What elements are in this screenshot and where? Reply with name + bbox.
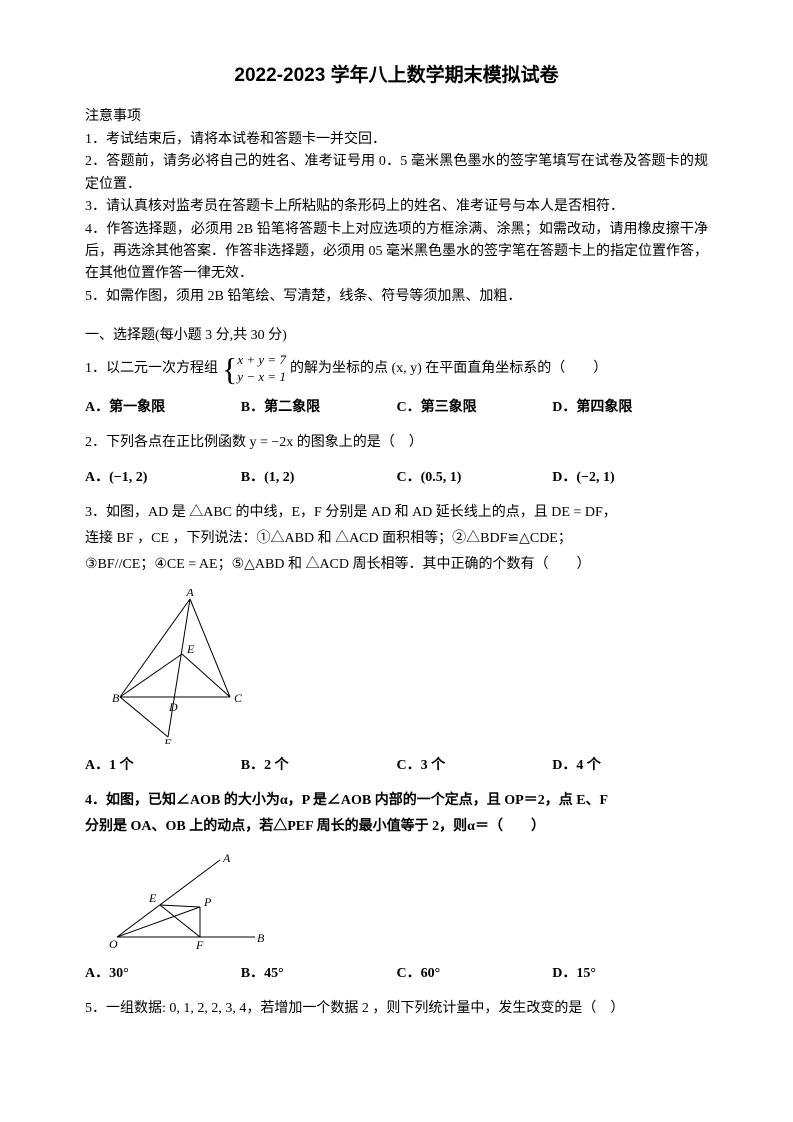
q3-opt-a: A．1 个 — [85, 754, 241, 774]
triangle-diagram-svg: A B C D E F — [105, 589, 245, 744]
q1-options: A．第一象限 B．第二象限 C．第三象限 D．第四象限 — [85, 396, 708, 416]
q1-opt-d: D．第四象限 — [552, 396, 708, 416]
svg-text:B: B — [257, 931, 265, 945]
q1-opt-b: B．第二象限 — [241, 396, 397, 416]
question-5: 5．一组数据: 0, 1, 2, 2, 3, 4，若增加一个数据 2 ，则下列统… — [85, 996, 708, 1022]
q4-line-2: 分别是 OA、OB 上的动点，若△PEF 周长的最小值等于 2，则α＝（ ） — [85, 814, 708, 840]
svg-text:A: A — [222, 852, 231, 865]
q4-line-1: 4．如图，已知∠AOB 的大小为α，P 是∠AOB 内部的一个定点，且 OP＝2… — [85, 788, 708, 814]
q2-opt-d: D．(−2, 1) — [552, 466, 708, 486]
q3-line-2: 连接 BF ，CE ，下列说法：①△ABD 和 △ACD 面积相等；②△BDF≌… — [85, 526, 708, 552]
question-2: 2．下列各点在正比例函数 y = −2x 的图象上的是（ ） — [85, 430, 708, 456]
q3-line-1: 3．如图，AD 是 △ABC 的中线，E，F 分别是 AD 和 AD 延长线上的… — [85, 500, 708, 526]
svg-text:C: C — [234, 691, 243, 705]
q1-suffix: 的解为坐标的点 (x, y) 在平面直角坐标系的（ ） — [290, 356, 607, 382]
page-title: 2022-2023 学年八上数学期末模拟试卷 — [85, 60, 708, 87]
notice-line-4: 4．作答选择题，必须用 2B 铅笔将答题卡上对应选项的方框涂满、涂黑；如需改动，… — [85, 219, 708, 286]
svg-text:F: F — [163, 736, 172, 744]
q1-opt-c: C．第三象限 — [397, 396, 553, 416]
q3-figure: A B C D E F — [105, 589, 708, 744]
q4-opt-b: B．45° — [241, 962, 397, 982]
question-4: 4．如图，已知∠AOB 的大小为α，P 是∠AOB 内部的一个定点，且 OP＝2… — [85, 788, 708, 840]
q3-opt-b: B．2 个 — [241, 754, 397, 774]
question-1: 1．以二元一次方程组 { x + y = 7 y − x = 1 的解为坐标的点… — [85, 352, 708, 386]
svg-text:A: A — [185, 589, 194, 599]
q1-equation-system: { x + y = 7 y − x = 1 — [222, 352, 286, 386]
q1-opt-a: A．第一象限 — [85, 396, 241, 416]
q3-line-3: ③BF//CE；④CE = AE；⑤△ABD 和 △ACD 周长相等．其中正确的… — [85, 552, 708, 578]
q2-opt-c: C．(0.5, 1) — [397, 466, 553, 486]
section-1-header: 一、选择题(每小题 3 分,共 30 分) — [85, 324, 708, 344]
svg-text:P: P — [203, 895, 212, 909]
svg-text:F: F — [195, 938, 204, 952]
q4-opt-d: D．15° — [552, 962, 708, 982]
svg-text:D: D — [168, 700, 178, 714]
notice-line-1: 1．考试结束后，请将本试卷和答题卡一并交回． — [85, 129, 708, 151]
q3-opt-d: D．4 个 — [552, 754, 708, 774]
q3-opt-c: C．3 个 — [397, 754, 553, 774]
angle-diagram-svg: A B O P E F — [105, 852, 265, 952]
q2-opt-a: A．(−1, 2) — [85, 466, 241, 486]
notice-line-5: 5．如需作图，须用 2B 铅笔绘、写清楚，线条、符号等须加黑、加粗． — [85, 286, 708, 308]
q2-options: A．(−1, 2) B．(1, 2) C．(0.5, 1) D．(−2, 1) — [85, 466, 708, 486]
q4-options: A．30° B．45° C．60° D．15° — [85, 962, 708, 982]
notice-line-2: 2．答题前，请务必将自己的姓名、准考证号用 0．5 毫米黑色墨水的签字笔填写在试… — [85, 151, 708, 196]
q4-opt-a: A．30° — [85, 962, 241, 982]
q3-options: A．1 个 B．2 个 C．3 个 D．4 个 — [85, 754, 708, 774]
svg-text:B: B — [112, 691, 120, 705]
notice-header: 注意事项 — [85, 105, 708, 125]
q1-prefix: 1．以二元一次方程组 — [85, 356, 218, 382]
q4-opt-c: C．60° — [397, 962, 553, 982]
notice-line-3: 3．请认真核对监考员在答题卡上所粘贴的条形码上的姓名、准考证号与本人是否相符． — [85, 196, 708, 218]
svg-text:E: E — [148, 891, 157, 905]
q2-opt-b: B．(1, 2) — [241, 466, 397, 486]
svg-text:O: O — [109, 937, 118, 951]
q1-eq1: x + y = 7 — [237, 352, 286, 369]
q4-figure: A B O P E F — [105, 852, 708, 952]
question-3: 3．如图，AD 是 △ABC 的中线，E，F 分别是 AD 和 AD 延长线上的… — [85, 500, 708, 578]
svg-text:E: E — [186, 642, 195, 656]
q1-eq2: y − x = 1 — [237, 369, 286, 386]
